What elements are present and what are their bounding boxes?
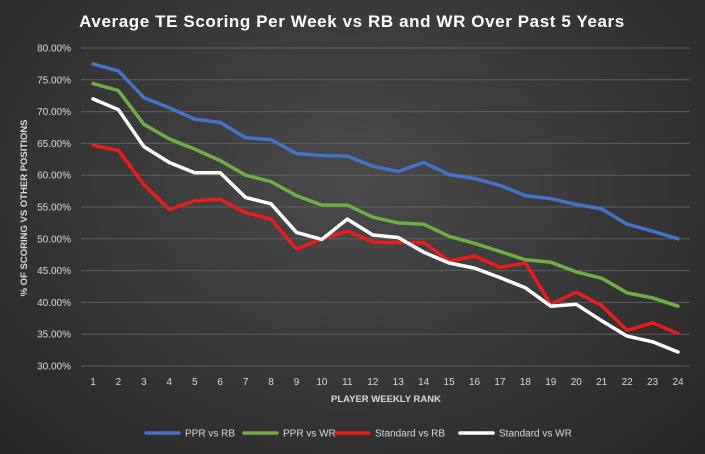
legend: PPR vs RB PPR vs WR Standard vs RB Standard… (144, 429, 572, 440)
series-line-ppr-vs-wr (91, 81, 680, 308)
x-tick-label: 18 (520, 377, 532, 388)
x-tick-label: 17 (494, 377, 506, 388)
y-tick-label: 70.00% (37, 107, 71, 118)
x-tick-label: 12 (367, 377, 379, 388)
y-tick-label: 40.00% (37, 298, 71, 309)
x-tick-label: 13 (393, 377, 405, 388)
y-tick-label: 45.00% (37, 266, 71, 277)
legend-label: PPR vs RB (185, 429, 235, 440)
y-axis-ticks: 80.00% 75.00% 70.00% 65.00% 60.00% 55.00% 50.0… (37, 44, 71, 373)
x-tick-label: 6 (217, 377, 223, 388)
legend-label: PPR vs WR (283, 429, 336, 440)
chart-title: Average TE Scoring Per Week vs RB and WR… (79, 12, 625, 31)
x-axis-ticks: 1 2 3 4 5 6 7 8 9 10 11 12 13 14 15 16 17 18 19 20 21 22 23 24 (90, 377, 684, 388)
series-line-standard-vs-rb (91, 143, 680, 336)
x-tick-label: 16 (469, 377, 481, 388)
y-tick-label: 75.00% (37, 75, 71, 86)
y-tick-label: 50.00% (37, 234, 71, 245)
x-tick-label: 23 (647, 377, 659, 388)
x-tick-label: 9 (294, 377, 300, 388)
x-tick-label: 20 (571, 377, 583, 388)
gridlines (81, 47, 690, 367)
x-tick-label: 8 (268, 377, 274, 388)
x-tick-label: 10 (316, 377, 328, 388)
x-axis-title: PLAYER WEEKLY RANK (331, 394, 441, 405)
y-tick-label: 30.00% (37, 362, 71, 373)
legend-label: Standard vs RB (375, 429, 445, 440)
y-tick-label: 80.00% (37, 44, 71, 55)
series-line-ppr-vs-rb (91, 62, 680, 241)
legend-label: Standard vs WR (499, 429, 572, 440)
x-tick-label: 24 (672, 377, 684, 388)
series-line-standard-vs-wr (91, 97, 680, 354)
x-tick-label: 19 (545, 377, 557, 388)
y-tick-label: 35.00% (37, 330, 71, 341)
x-tick-label: 5 (192, 377, 198, 388)
x-tick-label: 22 (622, 377, 634, 388)
series-lines (91, 62, 680, 354)
x-tick-label: 15 (444, 377, 456, 388)
x-tick-label: 14 (418, 377, 430, 388)
x-tick-label: 11 (342, 377, 353, 388)
x-tick-label: 4 (167, 377, 173, 388)
y-tick-label: 60.00% (37, 171, 71, 182)
x-tick-label: 7 (243, 377, 249, 388)
y-tick-label: 65.00% (37, 139, 71, 150)
x-tick-label: 1 (90, 377, 96, 388)
y-tick-label: 55.00% (37, 203, 71, 214)
x-tick-label: 3 (141, 377, 147, 388)
x-tick-label: 21 (596, 377, 608, 388)
x-tick-label: 2 (116, 377, 122, 388)
y-axis-title: % OF SCORING VS OTHER POSITIONS (19, 120, 30, 297)
